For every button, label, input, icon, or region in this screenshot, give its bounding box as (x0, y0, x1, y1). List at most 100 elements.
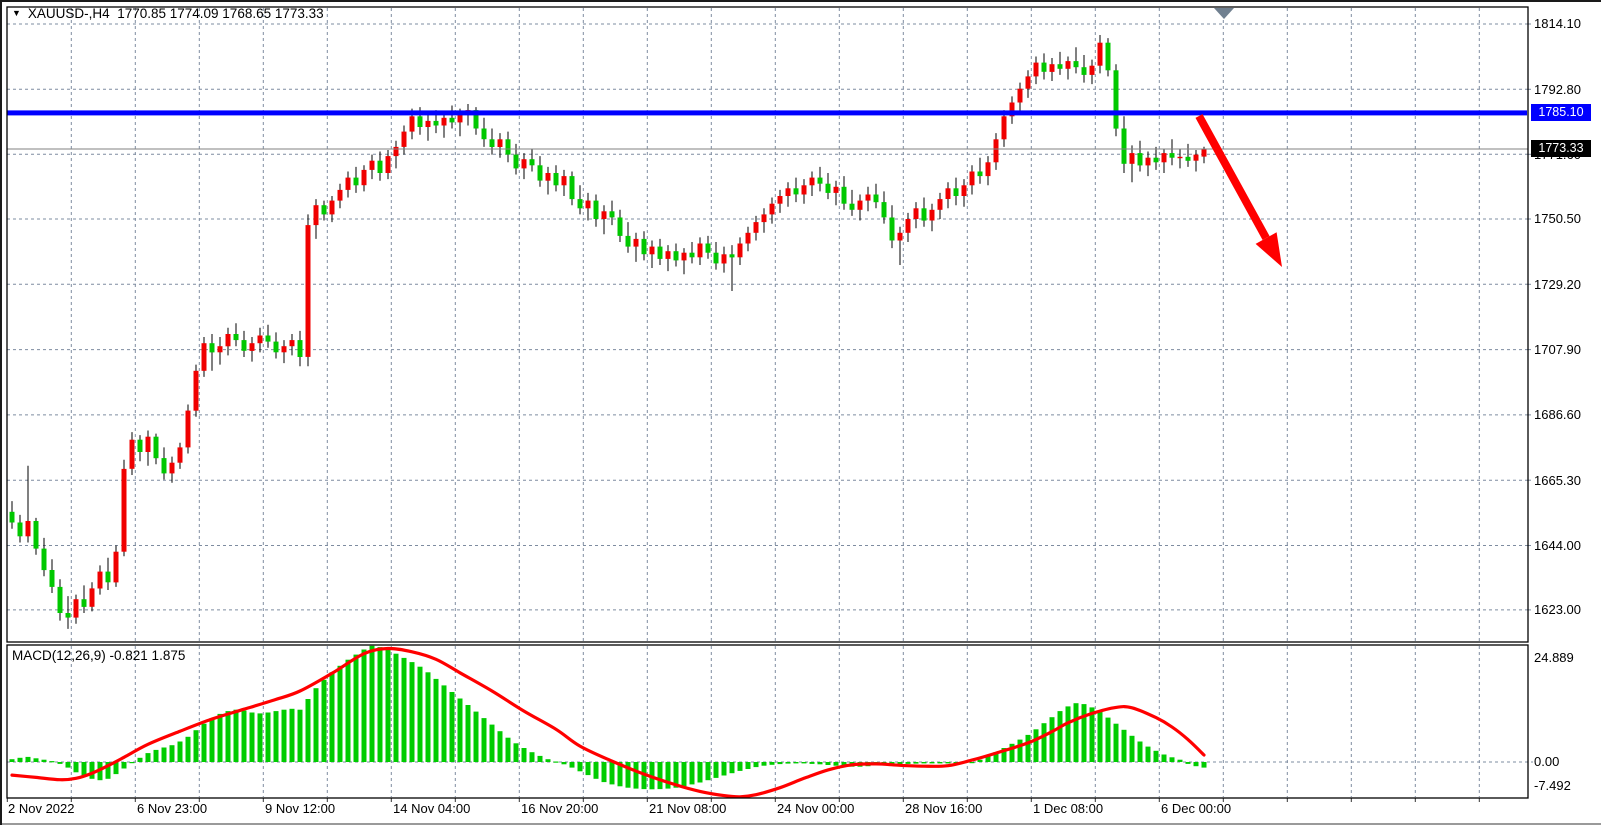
macd-histogram-bar (489, 724, 495, 762)
macd-histogram-bar (1057, 711, 1063, 762)
chart-shift-marker[interactable] (1214, 8, 1234, 19)
price-axis-label: 1707.90 (1534, 342, 1581, 357)
candle-body (897, 232, 903, 241)
price-axis-label: 1644.00 (1534, 538, 1581, 553)
candle-body (969, 171, 975, 186)
macd-histogram-bar (777, 762, 783, 765)
macd-histogram-bar (633, 762, 639, 789)
macd-histogram-bar (1161, 754, 1167, 762)
macd-histogram-bar (369, 645, 375, 762)
macd-histogram-bar (785, 762, 791, 764)
candle-body (697, 243, 703, 258)
candle-body (313, 205, 319, 226)
macd-histogram-bar (521, 748, 527, 762)
candle-body (33, 521, 39, 549)
macd-histogram-bar (969, 762, 975, 764)
macd-histogram-bar (553, 761, 559, 763)
macd-histogram-bar (1105, 717, 1111, 762)
hline-price-badge: 1785.10 (1531, 104, 1591, 121)
macd-histogram-bar (473, 711, 479, 762)
macd-histogram-bar (1025, 734, 1031, 762)
macd-histogram-bar (457, 698, 463, 762)
macd-histogram-bar (537, 755, 543, 762)
candle-body (737, 243, 743, 258)
time-axis-label: 2 Nov 2022 (8, 801, 75, 816)
horizontal-line-object[interactable] (7, 110, 1527, 116)
macd-histogram-bar (193, 730, 199, 762)
candle-body (889, 217, 895, 241)
macd-histogram-bar (449, 692, 455, 762)
macd-histogram-bar (1049, 717, 1055, 762)
candle-body (913, 208, 919, 219)
macd-histogram-bar (729, 762, 735, 774)
macd-histogram-bar (985, 756, 991, 762)
symbol-dropdown-icon[interactable]: ▼ (12, 8, 21, 18)
candle-body (561, 176, 567, 186)
macd-histogram-bar (625, 762, 631, 788)
candle-body (1057, 64, 1063, 69)
macd-histogram-bar (33, 758, 39, 762)
price-axis-label: 1750.50 (1534, 211, 1581, 226)
candle-body (713, 252, 719, 264)
macd-histogram-bar (737, 762, 743, 771)
candle-body (161, 458, 167, 474)
candle-body (905, 219, 911, 233)
macd-histogram-bar (201, 723, 207, 762)
candle-body (449, 117, 455, 123)
candle-body (137, 439, 143, 452)
macd-histogram-bar (249, 712, 255, 762)
ohlc-readout: 1770.85 1774.09 1768.65 1773.33 (117, 6, 324, 21)
macd-histogram-bar (665, 762, 671, 789)
candle-body (961, 185, 967, 196)
candle-body (673, 251, 679, 261)
macd-histogram-bar (353, 654, 359, 762)
candle-body (369, 160, 375, 170)
candle-body (457, 114, 463, 123)
macd-histogram-bar (577, 762, 583, 772)
candle-body (233, 334, 239, 341)
macd-histogram-bar (297, 709, 303, 762)
candle-body (297, 340, 303, 357)
macd-indicator-label: MACD(12,26,9) -0.821 1.875 (12, 648, 186, 663)
macd-histogram-bar (377, 647, 383, 762)
candle-body (641, 238, 647, 255)
candle-body (945, 188, 951, 199)
macd-histogram-bar (401, 657, 407, 762)
candle-body (801, 185, 807, 195)
candle-body (513, 154, 519, 169)
macd-histogram-bar (1193, 762, 1199, 767)
macd-histogram-bar (337, 665, 343, 762)
candle-body (761, 214, 767, 223)
candle-body (433, 120, 439, 126)
candle-body (353, 177, 359, 186)
macd-histogram-bar (1041, 723, 1047, 762)
candle-body (785, 188, 791, 196)
candle-body (1049, 64, 1055, 72)
macd-histogram-bar (673, 762, 679, 788)
macd-histogram-bar (809, 762, 815, 764)
macd-histogram-bar (513, 743, 519, 762)
candle-body (617, 217, 623, 236)
candle-body (841, 186, 847, 204)
price-axis-label: 1665.30 (1534, 473, 1581, 488)
candle-body (129, 439, 135, 469)
trend-arrow-object[interactable] (1195, 114, 1282, 267)
candle-body (809, 177, 815, 186)
candle-body (881, 202, 887, 218)
candle-body (577, 199, 583, 209)
candle-body (1041, 62, 1047, 72)
macd-histogram-bar (1201, 762, 1207, 768)
macd-histogram-bar (1113, 723, 1119, 762)
macd-histogram-bar (705, 762, 711, 781)
candle-body (865, 194, 871, 201)
macd-histogram-bar (73, 762, 79, 773)
candle-body (225, 334, 231, 347)
candle-body (1129, 153, 1135, 164)
macd-histogram-bar (89, 762, 95, 779)
macd-histogram-bar (801, 762, 807, 764)
macd-histogram-bar (1017, 739, 1023, 762)
macd-histogram-bar (569, 762, 575, 768)
candle-body (305, 225, 311, 357)
